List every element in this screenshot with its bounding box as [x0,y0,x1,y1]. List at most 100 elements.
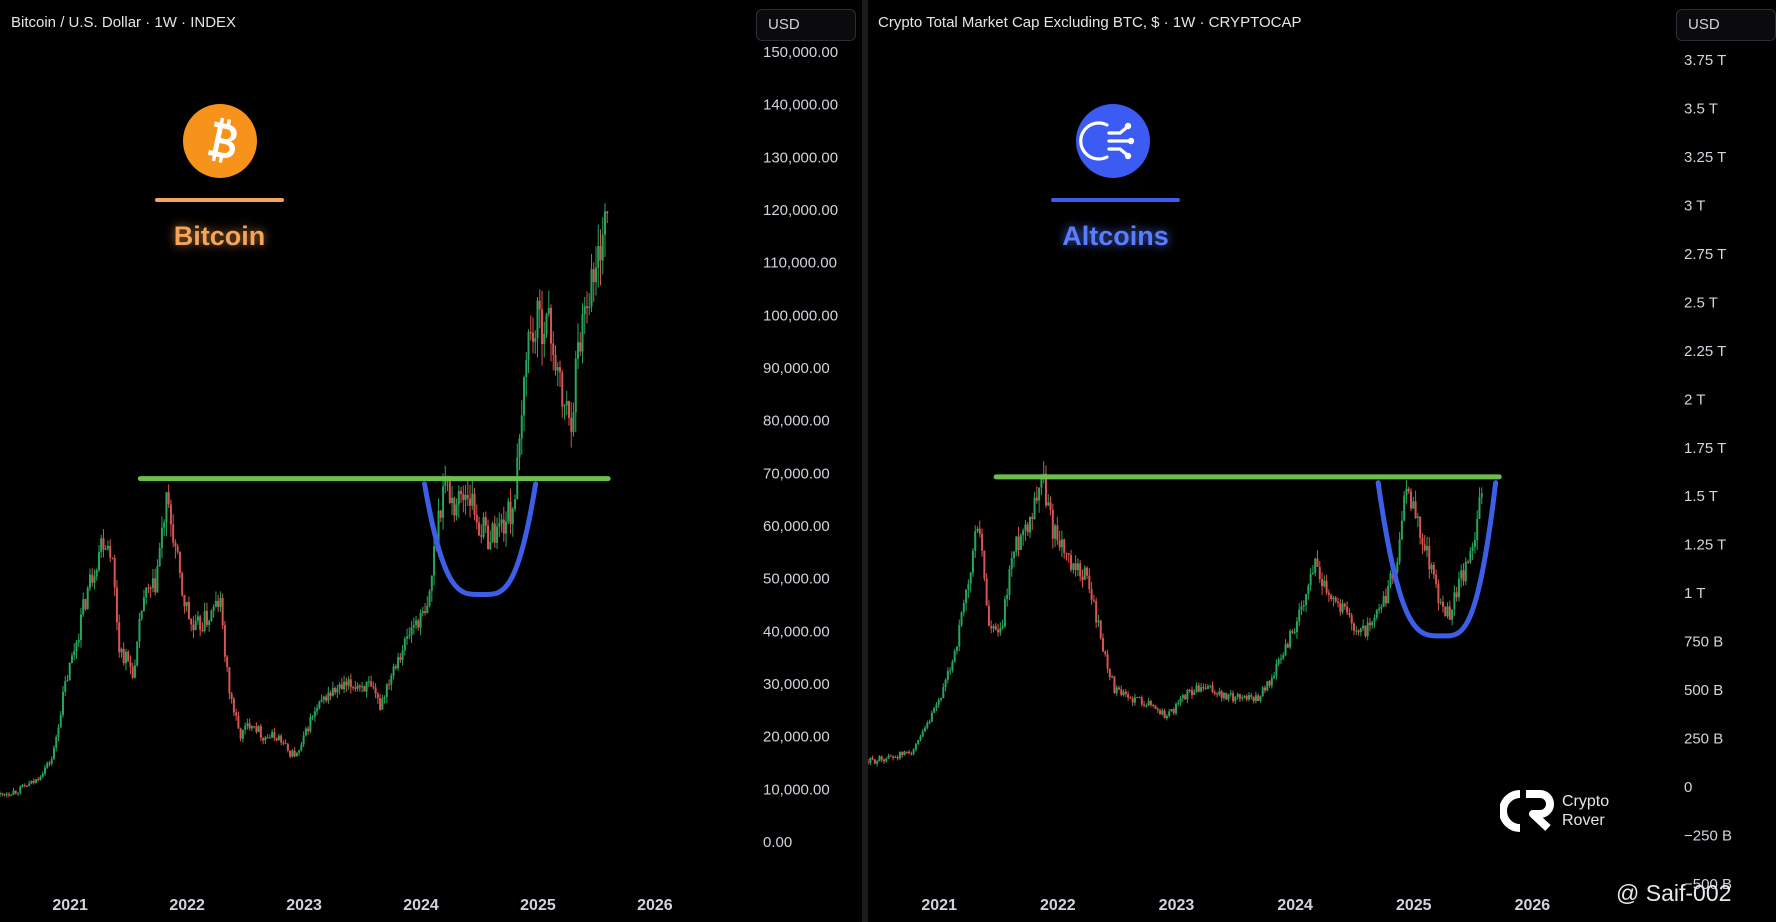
bitcoin-candle-body [73,651,76,656]
altcoins-candle-body [1300,606,1303,610]
bitcoin-icon [207,117,237,163]
bitcoin-candle-body [68,662,71,681]
altcoins-candle-body [880,756,883,760]
altcoins-candle-body [1268,681,1271,686]
bitcoin-candle-body [525,360,528,378]
bitcoin-candle-body [214,600,217,607]
altcoins-candle-body [1213,692,1216,694]
bitcoin-candle-body [606,211,609,214]
altcoins-candle-body [1147,700,1150,706]
altcoins-candle-body [1143,704,1146,706]
altcoins-candle-body [1314,558,1317,573]
bitcoin-chart-panel[interactable]: 150,000.00 140,000.00 130,000.00 120,000.00… [0,0,862,922]
altcoins-candle-body [1120,689,1123,695]
bitcoin-candle-body [124,651,127,664]
bitcoin-candle-body [430,575,433,592]
altcoins-candle-body [1464,561,1467,582]
altcoins-candle-body [924,727,927,732]
altcoins-candle-body [1086,567,1089,576]
altcoins-candle-body [983,550,986,579]
bitcoin-candle-body [239,728,242,739]
altcoins-x-tick-label: 2021 [921,897,957,914]
altcoins-candle-body [1323,580,1326,587]
altcoins-currency-button[interactable]: USD [1676,9,1776,41]
altcoins-chart-panel[interactable]: 3.75 T 3.5 T 3.25 T 3 T 2.75 T 2.5 T 2.25 T 2 T… [868,0,1776,922]
bitcoin-candle-body [381,698,384,710]
altcoins-candle-body [1261,687,1264,697]
altcoins-candle-body [1337,601,1340,603]
altcoins-candle-body [1006,594,1009,600]
bitcoin-candle-body [295,752,298,757]
bitcoin-candle-body [264,737,267,741]
altcoins-candle-body [1079,563,1082,577]
altcoins-candle-body [1054,525,1057,539]
altcoins-candle-body [935,704,938,708]
bitcoin-candle-body [529,331,532,333]
altcoins-candle-body [1457,578,1460,598]
altcoins-candle-body [1099,620,1102,639]
altcoins-candle-body [1038,487,1041,501]
altcoins-candle-body [1396,562,1399,573]
bitcoin-candle-body [563,405,566,407]
altcoins-candle-body [1257,695,1260,701]
bitcoin-candle-body [590,269,593,307]
bitcoin-candle-body [320,699,323,702]
altcoins-candle-body [1364,625,1367,637]
altcoins-candle-body [1152,704,1155,706]
altcoins-candle-body [1362,625,1365,629]
altcoins-candle-body [1200,687,1203,692]
bitcoin-candle-body [217,600,220,607]
bitcoin-candle-body [376,693,379,699]
altcoins-candle-body [892,756,895,758]
bitcoin-candle-body [505,521,508,534]
bitcoin-candle-body [345,681,348,686]
altcoins-candle-body [1188,689,1191,691]
altcoins-candle-body [942,687,945,699]
bitcoin-candle-body [118,622,121,653]
bitcoin-currency-button[interactable]: USD [756,9,856,41]
bitcoin-candle-body [212,606,215,611]
altcoins-candle-body [1090,589,1093,600]
altcoins-candle-body [1092,599,1095,601]
altcoins-chart-canvas[interactable]: 3.75 T 3.5 T 3.25 T 3 T 2.75 T 2.5 T 2.25 T 2 T… [868,0,1776,922]
altcoins-candle-body [937,699,940,705]
bitcoin-candle-body [338,684,341,689]
bitcoin-candle-body [57,727,60,737]
bitcoin-candle-body [597,245,600,268]
bitcoin-candle-body [489,542,492,550]
bitcoin-candle-body [412,624,415,628]
altcoins-y-tick-label: 1.5 T [1684,488,1718,505]
altcoins-candle-body [1293,632,1296,634]
bitcoin-candle-body [190,618,193,625]
altcoins-candle-body [1234,696,1237,702]
bitcoin-candle-body [347,679,350,686]
panel-divider[interactable] [862,0,868,922]
bitcoin-candle-body [583,306,586,315]
altcoins-candle-body [1175,704,1178,714]
altcoins-candle-body [1008,569,1011,595]
altcoins-legend-label: Altcoins [1062,221,1169,251]
altcoins-candle-body [1286,644,1289,648]
altcoins-chart-title: Crypto Total Market Cap Excluding BTC, $… [878,14,1302,31]
bitcoin-candle-body [466,494,469,499]
bitcoin-candle-body [172,524,175,543]
altcoins-y-tick-label: 250 B [1684,731,1723,748]
bitcoin-candle-body [500,519,503,524]
altcoins-candle-body [1414,501,1417,518]
bitcoin-candle-body [138,618,141,642]
bitcoin-candle-body [241,729,244,739]
bitcoin-x-tick-label: 2026 [637,897,673,914]
altcoins-candle-body [887,755,890,759]
altcoins-candle-body [1378,608,1381,611]
bitcoin-candle-body [556,367,559,371]
bitcoin-candle-body [408,635,411,637]
altcoins-candle-body [1136,697,1139,699]
altcoins-y-tick-label: 1 T [1684,585,1705,602]
altcoins-candle-body [1072,563,1075,570]
altcoins-candle-body [955,646,958,651]
altcoins-candle-body [868,761,869,763]
altcoins-candle-body [974,530,977,551]
altcoins-candle-body [1410,491,1413,509]
altcoins-candle-body [1181,695,1184,699]
bitcoin-chart-canvas[interactable]: 150,000.00 140,000.00 130,000.00 120,000.00… [0,0,862,922]
